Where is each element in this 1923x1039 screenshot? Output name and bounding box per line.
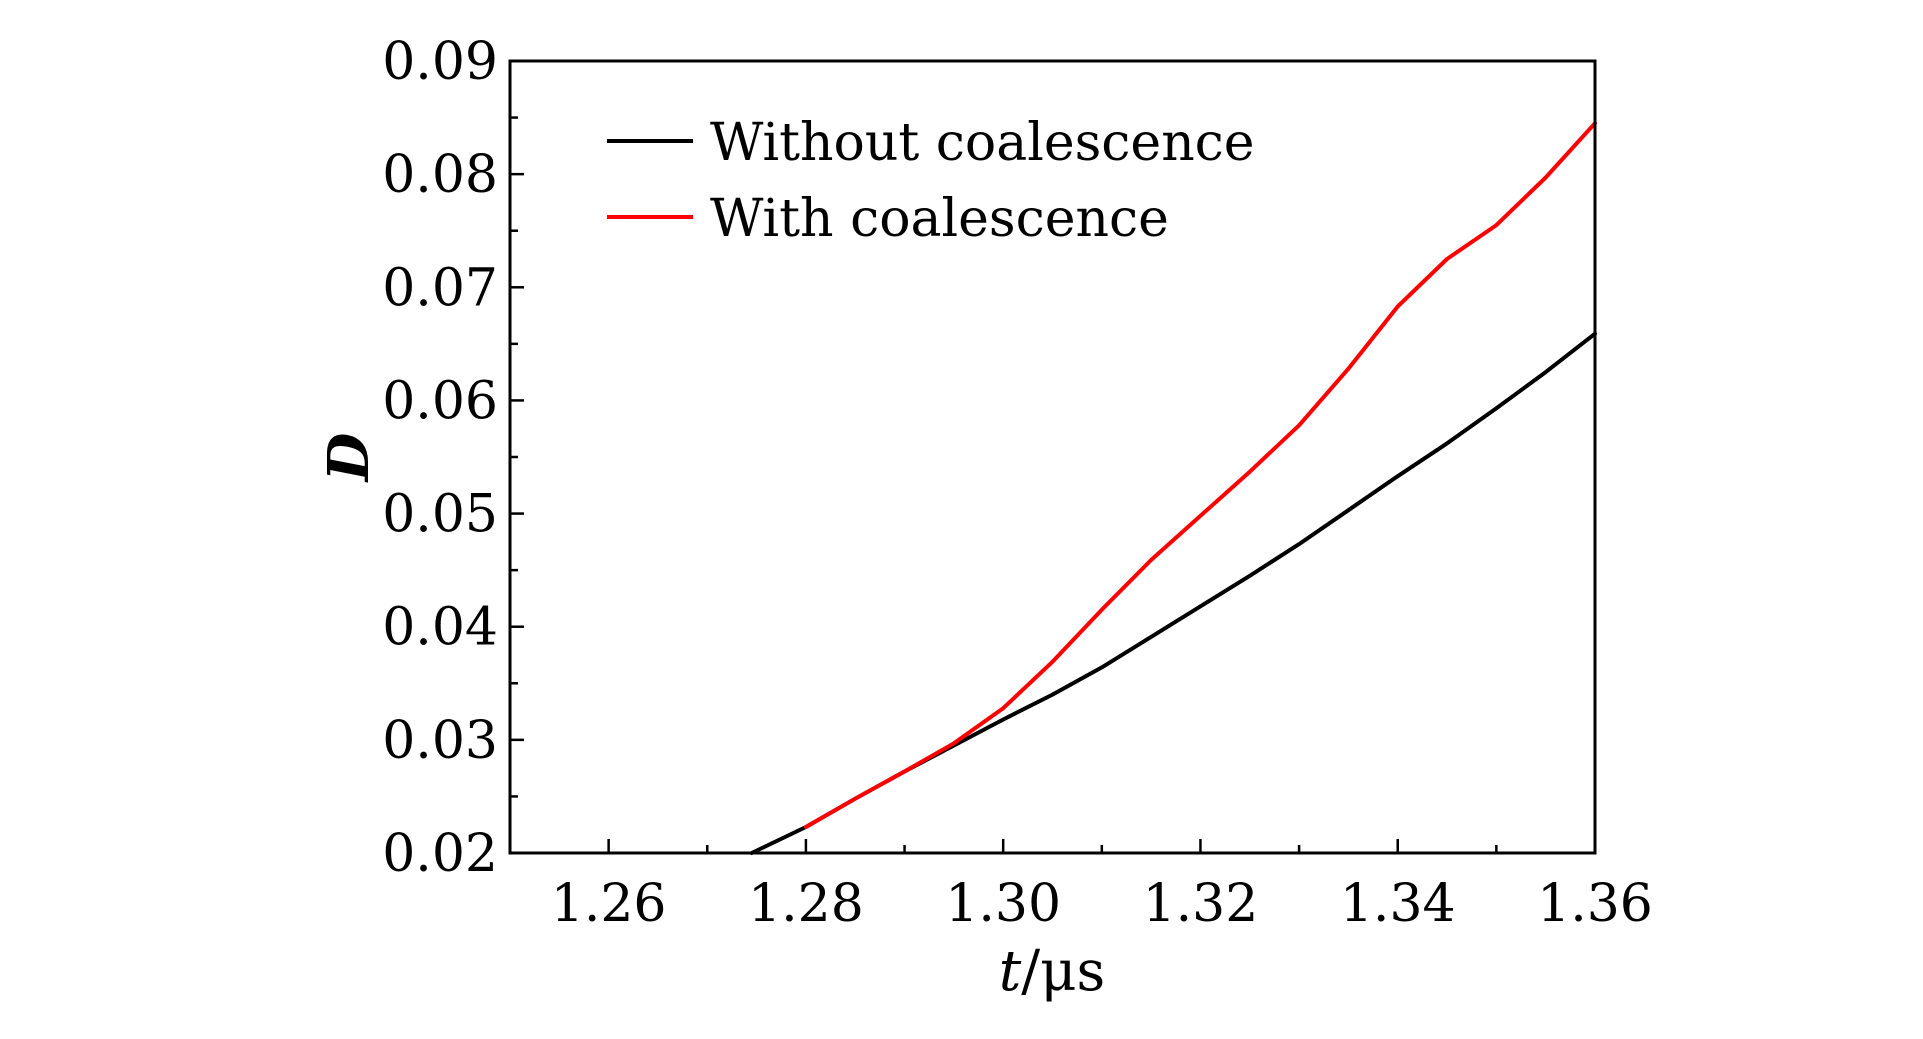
x-tick-label: 1.34 [1340,874,1456,934]
y-tick-label: 0.09 [382,32,498,92]
x-tick-label: 1.26 [551,874,667,934]
legend-label-with-coalescence: With coalescence [710,189,1169,249]
y-tick-label: 0.03 [382,711,498,771]
series-line-with-coalescence [803,121,1597,829]
plot-frame [508,59,1597,855]
y-tick-label: 0.02 [382,824,498,884]
x-tick-label: 1.28 [748,874,864,934]
x-tick-label: 1.30 [945,874,1061,934]
x-tick-label: 1.36 [1537,874,1653,934]
y-axis-title: D [316,432,382,483]
legend-label-without-coalescence: Without coalescence [710,113,1255,173]
legend: Without coalescence With coalescence [607,113,1255,249]
y-tick-label: 0.08 [382,145,498,205]
y-tick-label: 0.06 [382,371,498,431]
y-tick-label: 0.04 [382,598,498,658]
series-layer [749,121,1597,855]
x-axis-title: t/μs [999,939,1106,1004]
series-line-without-coalescence [749,331,1597,855]
y-tick-label: 0.05 [382,485,498,545]
ticks-layer: 1.26 1.28 1.30 1.32 1.34 1.36 0.02 0.03 0.04 0.05… [382,32,1653,934]
x-tick-label: 1.32 [1143,874,1259,934]
y-tick-label: 0.07 [382,258,498,318]
